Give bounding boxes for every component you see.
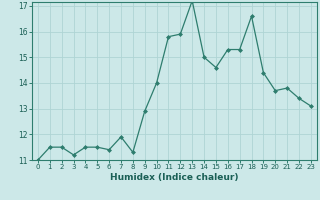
X-axis label: Humidex (Indice chaleur): Humidex (Indice chaleur) bbox=[110, 173, 239, 182]
